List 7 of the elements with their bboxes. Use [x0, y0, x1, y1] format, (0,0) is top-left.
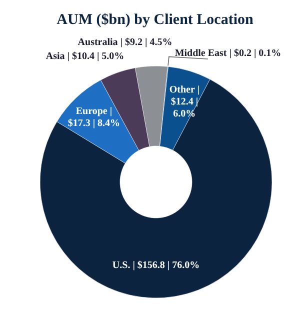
slice-label: U.S. | $156.8 | 76.0%: [112, 260, 200, 271]
slice-label: Australia | $9.2 | 4.5%: [78, 37, 172, 48]
slice-label: Other | $12.4 | 6.0%: [169, 84, 200, 120]
slice-label: Middle East | $0.2 | 0.1%: [174, 48, 282, 59]
slice-label: Asia | $10.4 | 5.0%: [46, 51, 124, 62]
slice-label: Europe | $17.3 | 8.4%: [68, 106, 120, 129]
chart-title: AUM ($bn) by Client Location: [56, 12, 254, 28]
